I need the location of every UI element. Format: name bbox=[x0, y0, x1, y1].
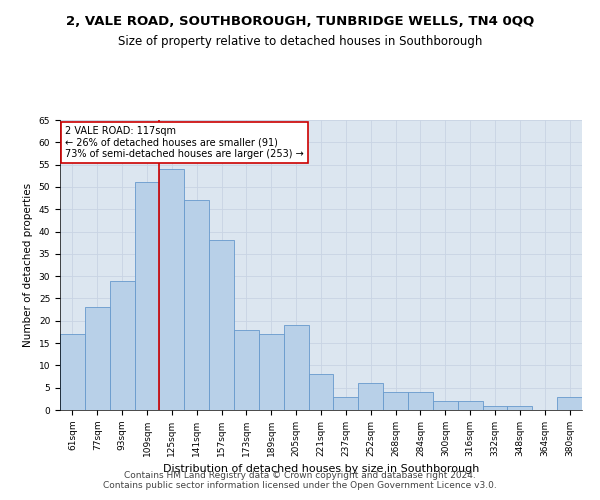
X-axis label: Distribution of detached houses by size in Southborough: Distribution of detached houses by size … bbox=[163, 464, 479, 474]
Bar bbox=[557, 396, 582, 410]
Bar bbox=[408, 392, 433, 410]
Bar bbox=[85, 308, 110, 410]
Bar bbox=[334, 396, 358, 410]
Bar bbox=[284, 325, 308, 410]
Bar bbox=[383, 392, 408, 410]
Text: 2, VALE ROAD, SOUTHBOROUGH, TUNBRIDGE WELLS, TN4 0QQ: 2, VALE ROAD, SOUTHBOROUGH, TUNBRIDGE WE… bbox=[66, 15, 534, 28]
Bar bbox=[209, 240, 234, 410]
Bar bbox=[508, 406, 532, 410]
Bar bbox=[308, 374, 334, 410]
Bar bbox=[184, 200, 209, 410]
Text: Contains HM Land Registry data © Crown copyright and database right 2024.
Contai: Contains HM Land Registry data © Crown c… bbox=[103, 470, 497, 490]
Bar bbox=[134, 182, 160, 410]
Bar bbox=[358, 383, 383, 410]
Bar bbox=[160, 169, 184, 410]
Bar bbox=[234, 330, 259, 410]
Bar bbox=[433, 401, 458, 410]
Bar bbox=[458, 401, 482, 410]
Text: Size of property relative to detached houses in Southborough: Size of property relative to detached ho… bbox=[118, 35, 482, 48]
Bar bbox=[259, 334, 284, 410]
Bar bbox=[482, 406, 508, 410]
Bar bbox=[60, 334, 85, 410]
Y-axis label: Number of detached properties: Number of detached properties bbox=[23, 183, 33, 347]
Bar bbox=[110, 280, 134, 410]
Text: 2 VALE ROAD: 117sqm
← 26% of detached houses are smaller (91)
73% of semi-detach: 2 VALE ROAD: 117sqm ← 26% of detached ho… bbox=[65, 126, 304, 159]
